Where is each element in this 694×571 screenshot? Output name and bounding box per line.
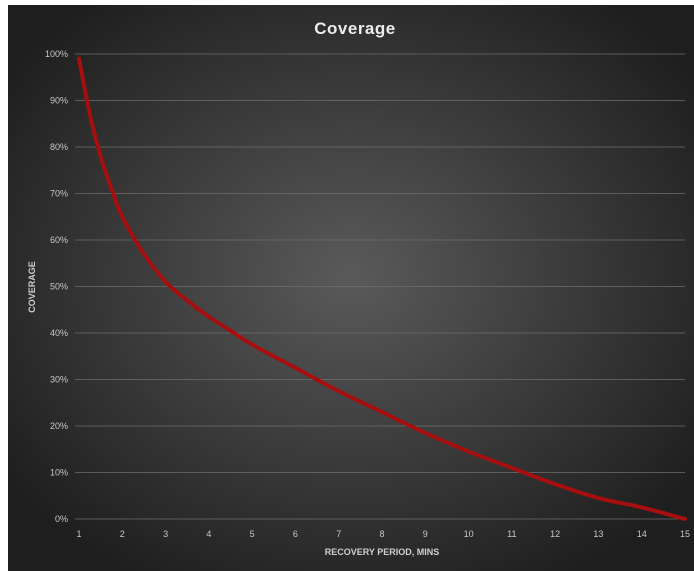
y-tick-label: 40% <box>50 328 68 338</box>
x-tick-label: 11 <box>507 529 516 539</box>
gridlines <box>75 53 685 520</box>
x-tick-label: 9 <box>423 529 428 539</box>
y-tick-label: 90% <box>50 96 68 106</box>
y-tick-label: 20% <box>50 421 68 431</box>
x-tick-label: 3 <box>163 529 168 539</box>
chart-background <box>8 5 694 571</box>
y-tick-label: 50% <box>50 282 68 292</box>
series-layer <box>77 56 687 521</box>
x-tick-label: 2 <box>120 529 125 539</box>
x-tick-label: 5 <box>250 529 255 539</box>
chart-title: Coverage <box>314 19 395 38</box>
y-tick-label: 30% <box>50 375 68 385</box>
y-tick-label: 100% <box>45 49 68 59</box>
y-tick-label: 80% <box>50 142 68 152</box>
y-axis-title: COVERAGE <box>27 261 37 313</box>
y-tick-label: 10% <box>50 468 68 478</box>
y-tick-label: 70% <box>50 189 68 199</box>
x-tick-label: 13 <box>593 529 603 539</box>
y-tick-label: 60% <box>50 235 68 245</box>
x-tick-label: 1 <box>76 529 81 539</box>
x-axis-title: RECOVERY PERIOD, MINS <box>325 547 440 557</box>
x-tick-label: 15 <box>680 529 690 539</box>
y-tick-label: 0% <box>55 514 68 524</box>
series-line-0 <box>77 56 687 521</box>
y-axis-tick-labels: 0% 10% 20% 30% 40% 50% 60% 70% 80% 90% 100% <box>45 49 68 524</box>
x-tick-label: 12 <box>550 529 560 539</box>
x-tick-label: 7 <box>336 529 341 539</box>
x-tick-label: 6 <box>293 529 298 539</box>
x-tick-label: 8 <box>379 529 384 539</box>
x-tick-label: 10 <box>464 529 474 539</box>
x-axis-tick-labels: 1 2 3 4 5 6 7 8 9 10 11 12 13 14 15 <box>76 529 690 539</box>
x-tick-label: 14 <box>637 529 647 539</box>
x-tick-label: 4 <box>206 529 211 539</box>
